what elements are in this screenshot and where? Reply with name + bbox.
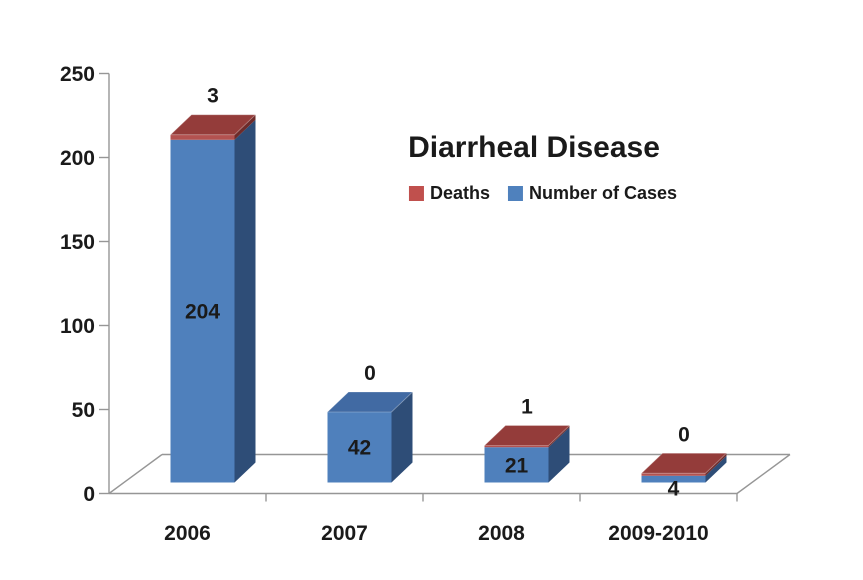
legend-swatch-deaths-icon [408, 186, 424, 201]
svg-text:4: 4 [668, 478, 680, 501]
chart-title: Diarrheal Disease [408, 131, 660, 164]
svg-text:42: 42 [348, 437, 371, 460]
svg-text:50: 50 [72, 399, 95, 422]
svg-text:1: 1 [521, 396, 533, 419]
svg-text:250: 250 [60, 63, 95, 86]
svg-text:2006: 2006 [164, 522, 211, 545]
svg-text:21: 21 [505, 454, 529, 477]
svg-text:150: 150 [60, 231, 95, 254]
svg-text:2009-2010: 2009-2010 [608, 522, 708, 545]
legend-item-deaths: Deaths [408, 183, 490, 204]
legend-item-cases: Number of Cases [507, 183, 678, 204]
svg-text:0: 0 [364, 362, 376, 385]
svg-text:200: 200 [60, 147, 95, 170]
svg-text:2007: 2007 [321, 522, 368, 545]
chart-legend: Deaths Number of Cases [408, 183, 678, 204]
legend-label-deaths: Deaths [429, 183, 490, 203]
svg-text:204: 204 [185, 301, 220, 324]
svg-text:3: 3 [207, 85, 219, 108]
legend-label-cases: Number of Cases [528, 183, 678, 203]
svg-text:0: 0 [83, 483, 95, 506]
svg-text:100: 100 [60, 315, 95, 338]
legend-swatch-cases-icon [507, 186, 523, 201]
svg-text:2008: 2008 [478, 522, 525, 545]
svg-text:0: 0 [678, 423, 690, 446]
